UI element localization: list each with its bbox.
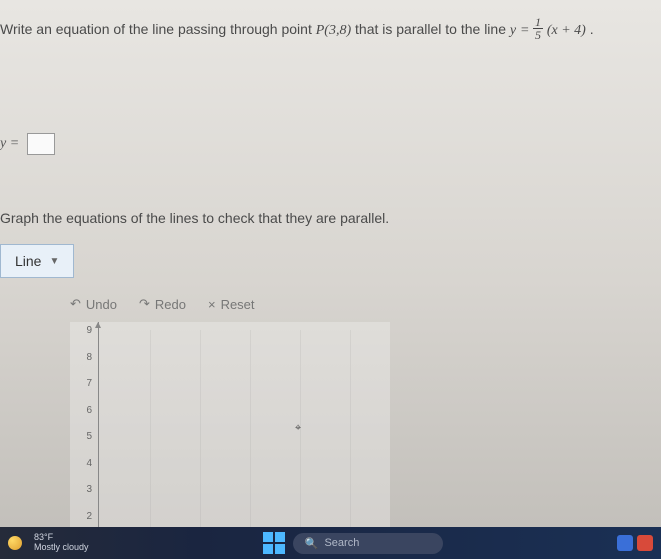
answer-input[interactable] — [27, 133, 55, 155]
y-tick-2: 2 — [78, 511, 92, 522]
system-tray[interactable] — [617, 535, 653, 551]
reset-button[interactable]: × Reset — [208, 296, 255, 312]
redo-button[interactable]: ↷ Redo — [139, 296, 186, 312]
y-tick-7: 7 — [78, 378, 92, 389]
problem-prefix: Write an equation of the line passing th… — [0, 21, 316, 37]
tray-icon-1[interactable] — [617, 535, 633, 551]
y-tick-3: 3 — [78, 484, 92, 495]
reset-label: Reset — [221, 297, 255, 312]
graph-toolbar: ↶ Undo ↷ Redo × Reset — [70, 296, 653, 312]
answer-row: y = — [0, 133, 653, 155]
gridline-v-4 — [350, 330, 351, 542]
undo-button[interactable]: ↶ Undo — [70, 296, 117, 312]
start-square-tl — [263, 532, 273, 542]
line-tool-label: Line — [15, 253, 41, 269]
fraction-denominator: 5 — [533, 29, 543, 41]
problem-suffix: . — [590, 21, 594, 37]
graph-instruction: Graph the equations of the lines to chec… — [0, 210, 653, 226]
reset-icon: × — [208, 297, 216, 312]
y-tick-4: 4 — [78, 458, 92, 469]
start-button[interactable] — [263, 532, 285, 554]
problem-fraction: 1 5 — [533, 16, 543, 41]
y-tick-8: 8 — [78, 352, 92, 363]
gridline-v-3 — [300, 330, 301, 542]
start-square-tr — [275, 532, 285, 542]
redo-label: Redo — [155, 297, 186, 312]
gridline-v-1 — [200, 330, 201, 542]
gridline-v-2 — [250, 330, 251, 542]
problem-tail: (x + 4) — [547, 23, 586, 38]
taskbar-search[interactable]: 🔍 Search — [293, 533, 443, 554]
search-icon: 🔍 — [305, 537, 319, 550]
problem-point: P(3,8) — [316, 23, 351, 38]
undo-label: Undo — [86, 297, 117, 312]
problem-lhs: y — [510, 23, 516, 38]
redo-icon: ↷ — [139, 296, 150, 312]
answer-label: y = — [0, 136, 19, 152]
start-square-br — [275, 544, 285, 554]
search-placeholder: Search — [324, 537, 359, 549]
weather-desc: Mostly cloudy — [34, 543, 89, 553]
y-tick-9: 9 — [78, 325, 92, 336]
chevron-down-icon: ▼ — [49, 256, 59, 267]
problem-statement: Write an equation of the line passing th… — [0, 18, 653, 43]
start-square-bl — [263, 544, 273, 554]
y-axis — [98, 322, 99, 542]
equals-sign: = — [520, 23, 533, 38]
weather-icon — [8, 536, 22, 550]
cursor-icon: ⌖ — [295, 422, 301, 435]
undo-icon: ↶ — [70, 296, 81, 312]
line-tool-dropdown[interactable]: Line ▼ — [0, 244, 74, 278]
gridline-v-0 — [150, 330, 151, 542]
y-tick-6: 6 — [78, 405, 92, 416]
problem-middle: that is parallel to the line — [355, 21, 510, 37]
y-tick-5: 5 — [78, 431, 92, 442]
weather-widget[interactable]: 83°F Mostly cloudy — [8, 533, 89, 553]
tray-icon-2[interactable] — [637, 535, 653, 551]
graph-canvas[interactable]: 9 8 7 6 5 4 3 2 ⌖ — [70, 322, 390, 542]
windows-taskbar: 83°F Mostly cloudy 🔍 Search — [0, 527, 661, 559]
